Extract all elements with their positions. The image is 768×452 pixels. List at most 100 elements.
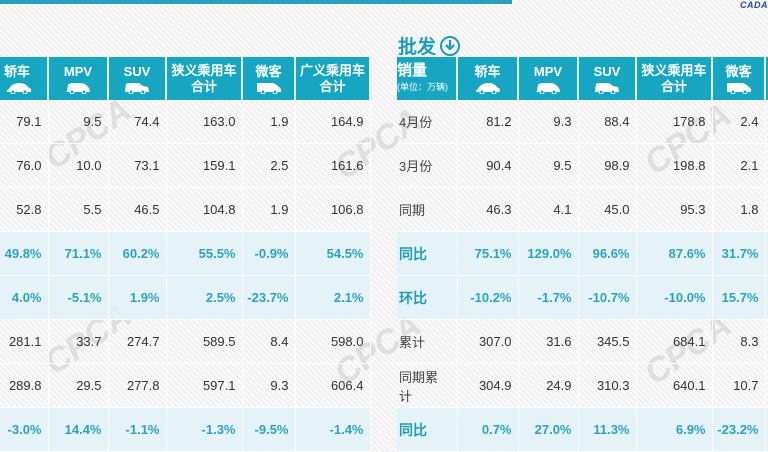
cell: 8.4 <box>242 319 296 364</box>
cell: 10.7 <box>712 363 766 408</box>
cell: 96.6% <box>578 231 637 276</box>
cell: 106.8 <box>295 187 371 232</box>
table-row-yoy: 49.8% 71.1% 60.2% 55.5% -0.9% 54.5% <box>0 231 371 276</box>
cell: 54.5% <box>295 231 371 276</box>
cell: -3.0% <box>0 407 49 452</box>
title-underline <box>0 0 512 4</box>
cell: 75.1% <box>457 231 519 276</box>
cell: 2.1 <box>712 143 766 188</box>
cell: 345.5 <box>578 319 637 364</box>
cell: 27.0% <box>518 407 579 452</box>
row-label: 累计 <box>397 319 458 364</box>
sedan-icon <box>475 82 500 94</box>
cell: 11.3% <box>578 407 637 452</box>
row-label: 同期累计 <box>397 363 458 408</box>
cell: 606.4 <box>295 363 371 408</box>
cell: 161.6 <box>295 143 371 188</box>
table-row: 52.8 5.5 46.5 104.8 1.9 106.8 <box>0 187 371 232</box>
cell: 9.5 <box>48 100 109 144</box>
wholesale-sales-table: 销量 (单位：万辆) 轿车 MPV SUV 狭义乘用车 合计 微客 <box>397 57 768 452</box>
cell: 55.5% <box>166 231 243 276</box>
table-row: 3月份 90.4 9.5 98.9 198.8 2.1 <box>397 143 768 188</box>
cell: 164.9 <box>295 100 371 144</box>
table-row: 同期 46.3 4.1 45.0 95.3 1.8 <box>397 187 768 232</box>
cell: 79.1 <box>0 100 49 144</box>
cell: 178.8 <box>636 100 713 144</box>
arrow-down-circle-icon[interactable] <box>440 35 461 56</box>
cell: -10.7% <box>578 275 637 320</box>
cell: 1.9 <box>242 187 296 232</box>
cell: 198.8 <box>636 143 713 188</box>
cell: 71.1% <box>48 231 109 276</box>
logo: CADA <box>740 0 768 10</box>
cell: 2.4 <box>712 100 766 144</box>
cell: 1.9 <box>242 100 296 144</box>
cell: 24.9 <box>518 363 579 408</box>
cell: 14.4% <box>48 407 109 452</box>
cell: 2.5 <box>242 143 296 188</box>
cell: 87.6% <box>636 231 713 276</box>
cell: 289.8 <box>0 363 49 408</box>
cell: -10.2% <box>457 275 519 320</box>
cell: 597.1 <box>166 363 243 408</box>
cell: 73.1 <box>108 143 167 188</box>
cell: 81.2 <box>457 100 519 144</box>
col-header-minivan: 微客 <box>242 57 296 100</box>
cell: 277.8 <box>108 363 167 408</box>
cell: 163.0 <box>166 100 243 144</box>
col-header-suv: SUV <box>578 57 637 100</box>
cell: 76.0 <box>0 143 49 188</box>
table-row-mom: 4.0% -5.1% 1.9% 2.5% -23.7% 2.1% <box>0 275 371 320</box>
table-row-yoy: 同比 75.1% 129.0% 96.6% 87.6% 31.7% <box>397 231 768 276</box>
cell <box>765 275 768 320</box>
cell: 9.5 <box>518 143 579 188</box>
col-header-sedan: 轿车 <box>457 57 519 100</box>
col-header-narrow-total: 狭义乘用车 合计 <box>166 57 243 100</box>
table-row-mom: 环比 -10.2% -1.7% -10.7% -10.0% 15.7% <box>397 275 768 320</box>
table-row: 76.0 10.0 73.1 159.1 2.5 161.6 <box>0 143 371 188</box>
cell: 29.5 <box>48 363 109 408</box>
cell: 281.1 <box>0 319 49 364</box>
mpv-icon <box>536 82 560 94</box>
row-label: 4月份 <box>397 100 458 144</box>
cell: 4.1 <box>518 187 579 232</box>
cell: 46.5 <box>108 187 167 232</box>
table-header-row: 轿车 MPV SUV 狭义乘用车 合计 微客 广义乘用车 合计 <box>0 57 371 100</box>
cell: 95.3 <box>636 187 713 232</box>
row-label: 同期 <box>397 187 458 232</box>
table-row: 4月份 81.2 9.3 88.4 178.8 2.4 <box>397 100 768 144</box>
col-header-suv: SUV <box>108 57 167 100</box>
cell: -1.7% <box>518 275 579 320</box>
cell: 274.7 <box>108 319 167 364</box>
cell: 60.2% <box>108 231 167 276</box>
cell: 4.0% <box>0 275 49 320</box>
row-label: 同比 <box>397 231 458 276</box>
cell: 310.3 <box>578 363 637 408</box>
cell: 5.5 <box>48 187 109 232</box>
table-row: 同期累计 304.9 24.9 310.3 640.1 10.7 <box>397 363 768 408</box>
cell: 104.8 <box>166 187 243 232</box>
table-row: 79.1 9.5 74.4 163.0 1.9 164.9 <box>0 100 371 144</box>
cell: 46.3 <box>457 187 519 232</box>
cell: 1.8 <box>712 187 766 232</box>
row-label: 3月份 <box>397 143 458 188</box>
cell: -0.9% <box>242 231 296 276</box>
cell: 2.5% <box>166 275 243 320</box>
cell: 9.3 <box>518 100 579 144</box>
cell: 1.9% <box>108 275 167 320</box>
minivan-icon <box>726 82 751 94</box>
cell: -10.0% <box>636 275 713 320</box>
cell: 6.9% <box>636 407 713 452</box>
unit-header: 销量 (单位：万辆) <box>397 57 458 100</box>
cell: 15.7% <box>712 275 766 320</box>
cell: 31.6 <box>518 319 579 364</box>
table-row-cumulative-yoy: -3.0% 14.4% -1.1% -1.3% -9.5% -1.4% <box>0 407 371 452</box>
cell: 98.9 <box>578 143 637 188</box>
table-header-row: 销量 (单位：万辆) 轿车 MPV SUV 狭义乘用车 合计 微客 <box>397 57 768 100</box>
cell: 9.3 <box>242 363 296 408</box>
cell: 45.0 <box>578 187 637 232</box>
cell: 304.9 <box>457 363 519 408</box>
table-row: 289.8 29.5 277.8 597.1 9.3 606.4 <box>0 363 371 408</box>
retail-sales-table: 轿车 MPV SUV 狭义乘用车 合计 微客 广义乘用车 合计 <box>0 57 371 452</box>
cell: -1.4% <box>295 407 371 452</box>
